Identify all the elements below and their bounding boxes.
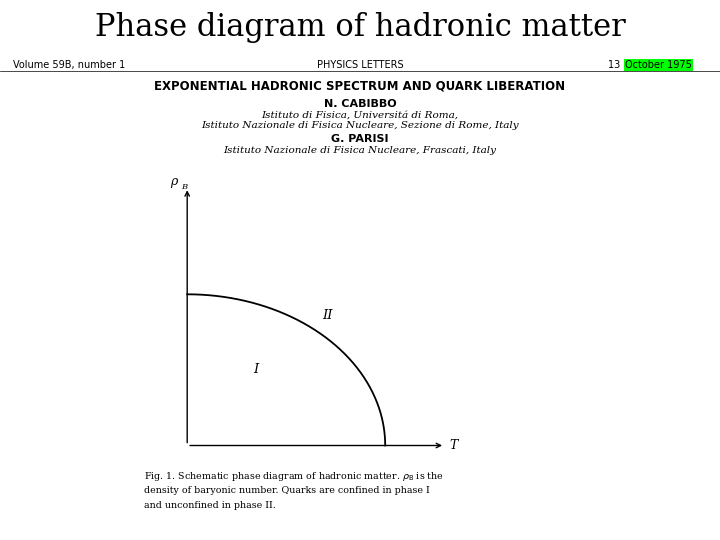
Text: II: II: [323, 309, 333, 322]
Text: Volume 59B, number 1: Volume 59B, number 1: [13, 60, 125, 70]
Text: B: B: [181, 184, 187, 191]
Text: Istituto Nazionale di Fisica Nucleare, Frascati, Italy: Istituto Nazionale di Fisica Nucleare, F…: [223, 146, 497, 155]
Text: Phase diagram of hadronic matter: Phase diagram of hadronic matter: [94, 12, 626, 43]
Text: EXPONENTIAL HADRONIC SPECTRUM AND QUARK LIBERATION: EXPONENTIAL HADRONIC SPECTRUM AND QUARK …: [154, 80, 566, 93]
Text: I: I: [253, 363, 258, 376]
Text: October 1975: October 1975: [625, 60, 692, 70]
Text: density of baryonic number. Quarks are confined in phase I: density of baryonic number. Quarks are c…: [144, 486, 430, 495]
Text: 13: 13: [608, 60, 624, 70]
Text: and unconfined in phase II.: and unconfined in phase II.: [144, 501, 276, 510]
Text: Fig. 1. Schematic phase diagram of hadronic matter. $\rho_\mathrm{B}$ is the: Fig. 1. Schematic phase diagram of hadro…: [144, 470, 444, 483]
Text: Istituto Nazionale di Fisica Nucleare, Sezione di Rome, Italy: Istituto Nazionale di Fisica Nucleare, S…: [201, 121, 519, 130]
Text: Istituto di Fisica, Universitá di Roma,: Istituto di Fisica, Universitá di Roma,: [261, 111, 459, 119]
Text: ρ: ρ: [171, 176, 178, 188]
Text: PHYSICS LETTERS: PHYSICS LETTERS: [317, 60, 403, 70]
Text: G. PARISI: G. PARISI: [331, 134, 389, 144]
Text: N. CABIBBO: N. CABIBBO: [324, 99, 396, 109]
Text: T: T: [449, 439, 458, 452]
